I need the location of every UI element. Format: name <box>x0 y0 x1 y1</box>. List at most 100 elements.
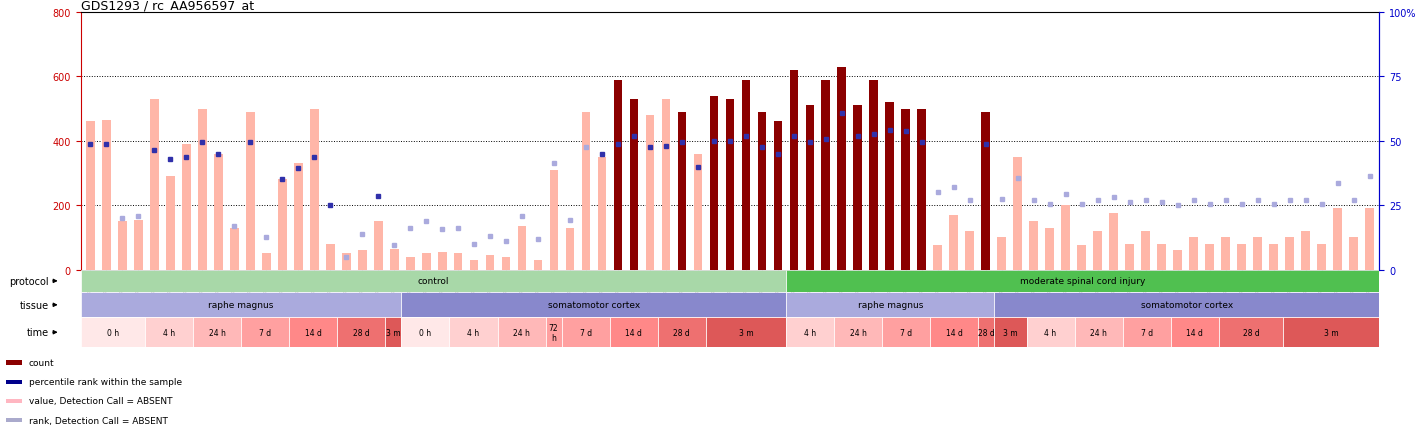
Bar <box>949 215 959 270</box>
Text: 3 m: 3 m <box>1003 328 1018 337</box>
Bar <box>707 318 786 347</box>
Text: 4 h: 4 h <box>1045 328 1056 337</box>
Bar <box>166 177 174 270</box>
Text: 14 d: 14 d <box>304 328 321 337</box>
Text: moderate spinal cord injury: moderate spinal cord injury <box>1020 277 1146 286</box>
Bar <box>1238 244 1246 270</box>
Text: 72
h: 72 h <box>549 323 558 342</box>
Bar <box>389 249 398 270</box>
Bar <box>102 121 110 270</box>
Text: control: control <box>418 277 449 286</box>
Bar <box>709 96 718 270</box>
Bar <box>978 318 994 347</box>
Text: 4 h: 4 h <box>467 328 480 337</box>
Bar <box>994 293 1379 318</box>
Bar <box>549 171 558 270</box>
Text: 14 d: 14 d <box>1187 328 1204 337</box>
Bar <box>534 260 542 270</box>
Bar <box>374 222 382 270</box>
Text: value, Detection Call = ABSENT: value, Detection Call = ABSENT <box>28 397 173 405</box>
Text: 14 d: 14 d <box>946 328 963 337</box>
Bar <box>646 116 654 270</box>
Text: time: time <box>27 328 48 337</box>
Text: GDS1293 / rc_AA956597_at: GDS1293 / rc_AA956597_at <box>81 0 253 12</box>
Bar <box>470 260 479 270</box>
Text: 3 m: 3 m <box>387 328 401 337</box>
Text: 0 h: 0 h <box>419 328 432 337</box>
Text: 28 d: 28 d <box>1243 328 1259 337</box>
Text: 7 d: 7 d <box>259 328 270 337</box>
Text: 28 d: 28 d <box>978 328 995 337</box>
Bar <box>81 318 144 347</box>
Text: 24 h: 24 h <box>850 328 867 337</box>
Text: 3 m: 3 m <box>739 328 753 337</box>
Bar <box>773 122 782 270</box>
Text: somatomotor cortex: somatomotor cortex <box>1141 301 1233 309</box>
Bar <box>610 318 658 347</box>
Bar <box>821 80 830 270</box>
Bar <box>630 100 639 270</box>
Text: 7 d: 7 d <box>1141 328 1153 337</box>
Bar <box>1141 231 1150 270</box>
Bar <box>869 80 878 270</box>
Bar <box>1365 209 1374 270</box>
Text: 14 d: 14 d <box>626 328 643 337</box>
Bar <box>1317 244 1325 270</box>
Bar <box>1283 318 1379 347</box>
Bar <box>1253 238 1262 270</box>
Bar <box>7 361 23 365</box>
Bar <box>786 318 834 347</box>
Bar <box>1269 244 1279 270</box>
Text: 4 h: 4 h <box>163 328 176 337</box>
Text: raphe magnus: raphe magnus <box>858 301 923 309</box>
Bar <box>1205 244 1214 270</box>
Bar <box>806 106 814 270</box>
Bar <box>1014 158 1022 270</box>
Bar <box>438 252 446 270</box>
Bar <box>1062 206 1070 270</box>
Text: rank, Detection Call = ABSENT: rank, Detection Call = ABSENT <box>28 416 167 424</box>
Bar <box>144 318 193 347</box>
Bar <box>289 318 337 347</box>
Bar <box>933 246 942 270</box>
Text: 7 d: 7 d <box>901 328 912 337</box>
Bar <box>278 180 286 270</box>
Text: 28 d: 28 d <box>674 328 690 337</box>
Bar <box>994 318 1027 347</box>
Bar <box>661 100 670 270</box>
Bar <box>582 112 590 270</box>
Text: 28 d: 28 d <box>353 328 370 337</box>
Bar <box>293 164 303 270</box>
Bar <box>310 109 319 270</box>
Text: protocol: protocol <box>8 276 48 286</box>
Bar <box>214 155 222 270</box>
Bar <box>1286 238 1294 270</box>
Bar <box>882 318 930 347</box>
Bar <box>1334 209 1342 270</box>
Text: 24 h: 24 h <box>208 328 225 337</box>
Bar <box>598 158 606 270</box>
Bar <box>385 318 401 347</box>
Bar <box>834 318 882 347</box>
Bar <box>854 106 862 270</box>
Bar <box>81 270 786 293</box>
Bar <box>422 254 430 270</box>
Bar <box>1301 231 1310 270</box>
Bar <box>1123 318 1171 347</box>
Bar <box>678 112 687 270</box>
Bar <box>562 318 610 347</box>
Bar <box>401 293 786 318</box>
Bar <box>565 228 575 270</box>
Bar <box>966 231 974 270</box>
Bar <box>981 112 990 270</box>
Bar <box>1349 238 1358 270</box>
Bar <box>81 293 401 318</box>
Bar <box>1157 244 1167 270</box>
Bar <box>7 399 23 403</box>
Text: count: count <box>28 358 54 367</box>
Bar <box>241 318 289 347</box>
Bar <box>229 228 239 270</box>
Text: 3 m: 3 m <box>1324 328 1338 337</box>
Bar <box>1075 318 1123 347</box>
Bar <box>262 254 270 270</box>
